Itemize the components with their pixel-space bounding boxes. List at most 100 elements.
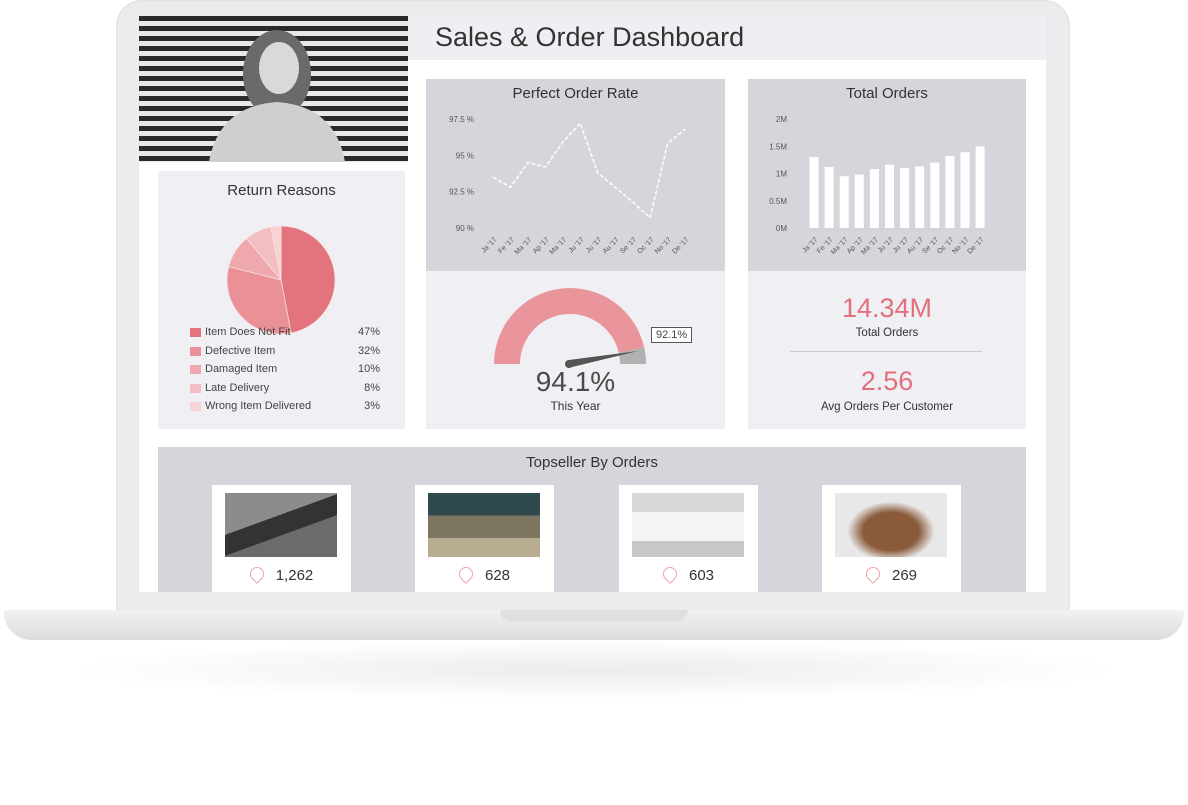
page-title: Sales & Order Dashboard xyxy=(435,22,745,52)
avg-orders-label: Avg Orders Per Customer xyxy=(820,401,954,413)
perfect-order-rate-card: Perfect Order Rate 90 % 92.5 % 95 % 97.5 % J… xyxy=(426,79,725,271)
return-reasons-title: Return Reasons xyxy=(227,182,336,199)
x-tick-label: Ap '17 xyxy=(532,236,551,255)
x-tick-label: Ma '17 xyxy=(830,236,850,256)
total-orders-value: 14.34M xyxy=(841,293,933,323)
x-tick-label: Au '17 xyxy=(602,236,621,255)
product-card[interactable]: 269 xyxy=(822,485,961,592)
total-orders-title: Total Orders xyxy=(846,85,928,102)
location-pin-icon xyxy=(246,564,267,584)
bar xyxy=(975,146,985,228)
product-image-shoes xyxy=(632,493,744,557)
pie-slice xyxy=(226,266,292,335)
x-tick-label: Se '17 xyxy=(619,236,638,255)
profile-photo xyxy=(139,16,408,162)
product-card[interactable]: 1,262 xyxy=(212,485,351,592)
product-card[interactable]: 628 xyxy=(415,485,554,592)
gauge-needle-hub xyxy=(565,360,573,368)
product-orders: 603 xyxy=(688,567,715,584)
x-tick-label: De '17 xyxy=(671,236,690,255)
gauge-label: This Year xyxy=(550,399,601,413)
divider xyxy=(790,351,982,352)
return-reasons-card: Return Reasons Item Does Not Fit 47% Defec… xyxy=(158,171,405,429)
gauge-value: 94.1% xyxy=(535,366,616,397)
product-orders: 269 xyxy=(891,567,918,584)
perfect-order-rate-title: Perfect Order Rate xyxy=(512,85,639,102)
legend-label: Defective Item xyxy=(205,344,276,357)
product-image-sneaker xyxy=(225,493,337,557)
legend-item: Item Does Not Fit 47% xyxy=(190,326,380,340)
legend-item: Late Delivery 8% xyxy=(190,382,380,396)
y-tick-label: 97.5 % xyxy=(449,115,474,124)
y-tick-label: 92.5 % xyxy=(449,188,474,197)
topseller-title: Topseller By Orders xyxy=(526,454,658,471)
laptop-shadow xyxy=(60,640,1128,700)
product-image-sunglasses xyxy=(428,493,540,557)
x-tick-label: De '17 xyxy=(966,236,985,255)
legend-label: Item Does Not Fit xyxy=(205,326,291,338)
bar xyxy=(824,166,834,228)
total-orders-label: Total Orders xyxy=(855,327,919,339)
location-pin-icon xyxy=(456,564,476,584)
legend-value: 32% xyxy=(357,344,380,357)
product-orders: 628 xyxy=(484,567,511,584)
gauge-arc-value xyxy=(494,287,645,364)
x-tick-label: Oc '17 xyxy=(636,236,655,255)
bar xyxy=(915,166,925,228)
y-tick-label: 0.5M xyxy=(769,197,787,206)
x-tick-label: Ju '17 xyxy=(585,236,603,254)
gauge-target-label: 92.1% xyxy=(651,327,693,343)
legend-item: Defective Item 32% xyxy=(190,345,380,359)
product-orders: 1,262 xyxy=(275,567,314,584)
gauge-arc-remainder xyxy=(618,347,646,364)
x-tick-label: Ma '17 xyxy=(860,236,880,256)
legend-label: Late Delivery xyxy=(205,381,270,394)
product-card[interactable]: 603 xyxy=(619,485,758,592)
y-tick-label: 2M xyxy=(776,115,787,124)
legend-value: 3% xyxy=(364,400,380,412)
y-tick-label: 1.5M xyxy=(769,142,787,151)
bar xyxy=(809,157,819,228)
x-tick-label: Ma '17 xyxy=(549,236,569,256)
bar xyxy=(900,168,910,228)
dashboard-screen: Sales & Order Dashboard Return Reasons I… xyxy=(139,16,1046,592)
legend-value: 8% xyxy=(364,381,380,394)
legend-swatch xyxy=(190,365,201,374)
pie-slice xyxy=(270,225,282,281)
pie-slice xyxy=(280,225,336,334)
legend-swatch xyxy=(190,328,201,337)
bar xyxy=(930,162,940,228)
x-tick-label: Ma '17 xyxy=(514,236,534,256)
legend-swatch xyxy=(190,402,201,411)
legend-swatch xyxy=(190,383,201,393)
bar xyxy=(869,169,879,228)
x-tick-label: Ju '17 xyxy=(877,236,895,254)
total-orders-card: Total Orders 0M 0.5M 1M 1.5M 2M Ja '17 Fe '17 M… xyxy=(748,79,1026,271)
gauge-card: 92.1% 94.1% This Year xyxy=(426,271,725,429)
legend-label: Damaged Item xyxy=(205,363,278,375)
legend-label: Wrong Item Delivered xyxy=(205,400,312,412)
kpi-card: 14.34M Total Orders 2.56 Avg Orders Per … xyxy=(748,271,1026,429)
x-tick-label: No '17 xyxy=(654,236,673,255)
legend-value: 47% xyxy=(357,326,380,338)
y-tick-label: 0M xyxy=(776,224,787,233)
legend-item: Damaged Item 10% xyxy=(190,363,380,377)
product-image-bag xyxy=(835,493,947,557)
x-tick-label: Ja '17 xyxy=(480,236,498,254)
location-pin-icon xyxy=(863,564,883,584)
bar xyxy=(885,164,894,228)
return-reasons-pie xyxy=(226,225,336,335)
topseller-card: Topseller By Orders 1,262 628 603 269 xyxy=(158,447,1026,592)
bar xyxy=(945,156,955,228)
avg-orders-value: 2.56 xyxy=(860,366,914,396)
legend-swatch xyxy=(190,346,201,356)
x-tick-label: Fe '17 xyxy=(497,236,516,255)
gauge-chart xyxy=(494,287,646,368)
bar xyxy=(854,174,864,228)
laptop-notch xyxy=(500,610,688,622)
bar xyxy=(960,152,970,228)
legend-value: 10% xyxy=(357,363,380,375)
line-series xyxy=(492,121,686,220)
